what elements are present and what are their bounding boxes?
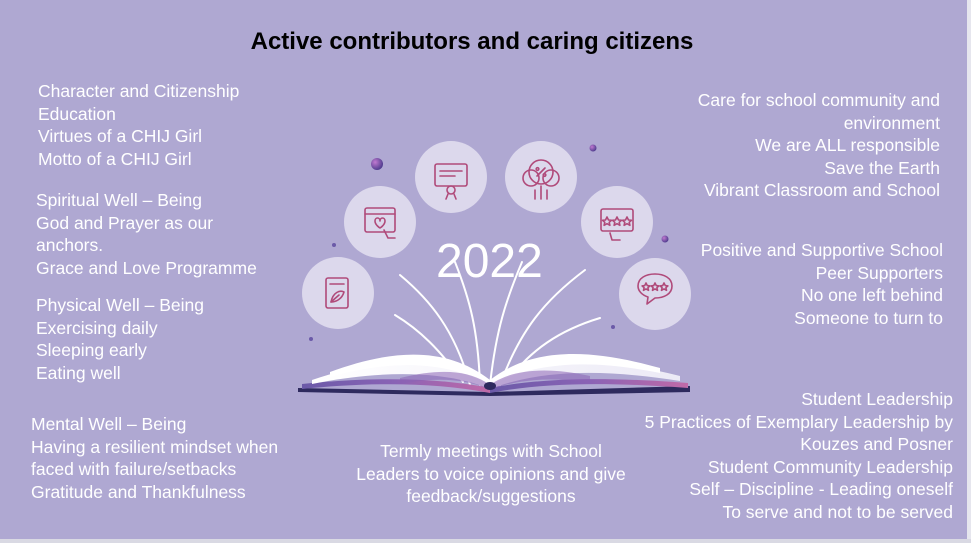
text-line: anchors. xyxy=(36,235,104,255)
mental-wellbeing-block: Mental Well – Being Having a resilient m… xyxy=(31,413,278,503)
text-line: Someone to turn to xyxy=(794,307,943,328)
text-line: Sleeping early xyxy=(36,340,147,360)
text-line: Mental Well – Being xyxy=(31,414,187,434)
decor-dot xyxy=(332,243,336,247)
text-line: Education xyxy=(38,103,116,124)
text-line: Spiritual Well – Being xyxy=(36,190,203,210)
text-line: Virtues of a CHIJ Girl xyxy=(38,126,203,146)
year-label: 2022 xyxy=(436,235,543,288)
text-line: environment xyxy=(843,112,940,133)
character-citizenship-block: Character and Citizenship Education Virt… xyxy=(38,80,239,170)
decor-dot xyxy=(611,325,615,329)
spiritual-wellbeing-block: Spiritual Well – Being God and Prayer as… xyxy=(36,189,257,279)
text-line: Student Leadership xyxy=(801,389,953,409)
text-line: To serve and not to be served xyxy=(722,501,953,522)
slide-edge xyxy=(967,0,971,543)
text-line: feedback/suggestions xyxy=(406,486,576,506)
decor-dot xyxy=(309,337,313,341)
physical-wellbeing-block: Physical Well – Being Exercising daily S… xyxy=(36,294,204,384)
text-line: Save the Earth xyxy=(824,157,940,178)
star-speech-bubble-icon xyxy=(637,273,673,305)
text-line: No one left behind xyxy=(800,285,943,305)
text-line: Self – Discipline - Leading oneself xyxy=(689,479,953,499)
text-line: God and Prayer as our xyxy=(36,212,214,233)
text-line: Having a resilient mindset when xyxy=(31,436,279,457)
text-line: Gratitude and Thankfulness xyxy=(31,481,246,502)
termly-meetings-block: Termly meetings with School Leaders to v… xyxy=(330,440,652,508)
text-line: Grace and Love Programme xyxy=(36,257,257,278)
heart-hand-screen-icon xyxy=(364,207,396,239)
percent-balloons-icon xyxy=(522,159,560,200)
text-line: Kouzes and Posner xyxy=(800,434,953,454)
certificate-icon xyxy=(434,163,468,200)
decor-dot xyxy=(589,144,597,152)
icon-bubbles xyxy=(302,141,691,330)
text-line: Termly meetings with School xyxy=(380,441,602,461)
star-rating-hand-icon xyxy=(600,208,634,241)
text-line: Positive and Supportive School xyxy=(700,240,943,260)
text-line: Motto of a CHIJ Girl xyxy=(38,148,192,169)
text-line: Care for school community and xyxy=(697,90,940,110)
decor-dot xyxy=(661,235,669,243)
school-community-block: Care for school community and environmen… xyxy=(698,89,940,202)
text-line: 5 Practices of Exemplary Leadership by xyxy=(644,411,953,432)
text-line: Vibrant Classroom and School xyxy=(703,180,940,200)
open-book xyxy=(298,354,690,396)
text-line: Physical Well – Being xyxy=(36,295,204,315)
slide-title: Active contributors and caring citizens xyxy=(250,28,694,55)
text-line: Peer Supporters xyxy=(815,262,943,283)
decor-dot xyxy=(371,158,383,170)
text-line: Student Community Leadership xyxy=(707,456,953,477)
text-line: Eating well xyxy=(36,362,121,383)
leaf-card-icon xyxy=(325,277,349,309)
supportive-school-block: Positive and Supportive School Peer Supp… xyxy=(701,239,943,329)
student-leadership-block: Student Leadership 5 Practices of Exempl… xyxy=(645,388,953,523)
text-line: Leaders to voice opinions and give xyxy=(356,463,626,484)
text-line: Exercising daily xyxy=(36,317,158,338)
text-line: Character and Citizenship xyxy=(38,81,240,101)
slide-bottom-edge xyxy=(0,539,971,543)
text-line: faced with failure/setbacks xyxy=(31,459,237,479)
text-line: We are ALL responsible xyxy=(755,135,940,155)
